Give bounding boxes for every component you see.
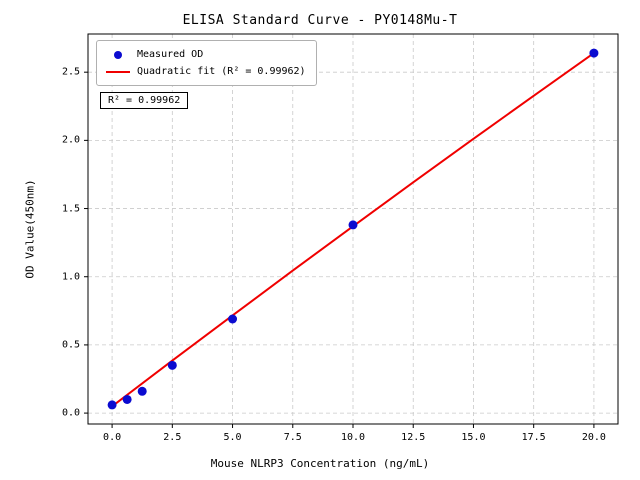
x-tick-label: 12.5 [401, 432, 426, 443]
x-tick-label: 0.0 [103, 432, 122, 443]
x-tick-label: 10.0 [340, 432, 366, 443]
chart-title: ELISA Standard Curve - PY0148Mu-T [182, 13, 458, 28]
y-tick-label: 1.0 [61, 271, 80, 283]
x-axis-label: Mouse NLRP3 Concentration (ng/mL) [210, 457, 430, 470]
data-point [228, 314, 238, 324]
x-tick-label: 2.5 [163, 432, 182, 443]
data-point [107, 400, 117, 410]
y-tick-label: 2.5 [61, 66, 80, 78]
line-marker-icon [106, 70, 130, 73]
y-tick-label: 2.0 [61, 134, 80, 146]
legend: Measured OD Quadratic fit (R² = 0.99962) [96, 40, 317, 86]
legend-label-measured-od: Measured OD [137, 49, 204, 60]
r-squared-annotation: R² = 0.99962 [100, 92, 189, 109]
data-point [137, 386, 147, 396]
legend-item-measured-od: Measured OD [105, 46, 306, 63]
data-point [348, 220, 358, 230]
data-point [589, 48, 599, 58]
x-tick-label: 20.0 [581, 432, 606, 443]
legend-label-quadratic-fit: Quadratic fit (R² = 0.99962) [137, 66, 306, 77]
data-point [167, 360, 177, 370]
y-tick-label: 0.5 [61, 339, 80, 351]
scatter-marker-icon [114, 50, 122, 59]
x-tick-label: 5.0 [223, 432, 242, 443]
legend-marker-cell [105, 50, 131, 59]
y-tick-label: 1.5 [61, 203, 80, 215]
x-tick-label: 7.5 [283, 432, 302, 443]
legend-item-quadratic-fit: Quadratic fit (R² = 0.99962) [105, 63, 306, 80]
legend-marker-cell [105, 70, 131, 73]
data-point [122, 394, 132, 404]
x-tick-label: 17.5 [521, 432, 546, 443]
x-tick-label: 15.0 [461, 432, 486, 443]
y-axis-label: OD Value(450nm) [23, 179, 37, 279]
y-tick-label: 0.0 [61, 407, 80, 419]
